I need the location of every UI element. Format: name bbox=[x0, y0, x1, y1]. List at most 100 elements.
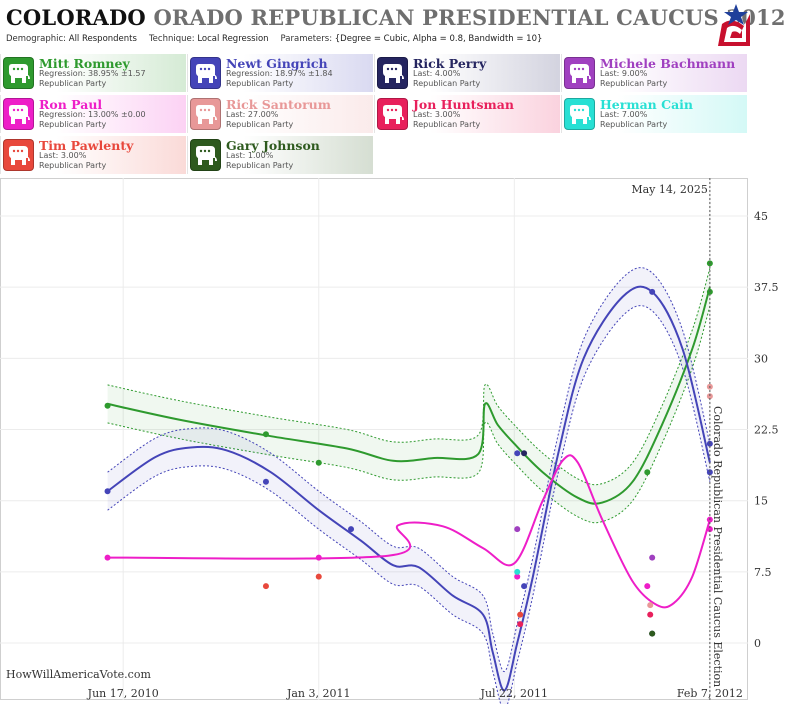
newt-gingrich-band-lower bbox=[107, 305, 711, 704]
y-tick-label: 30 bbox=[754, 352, 768, 365]
legend-card-ron-paul[interactable]: Ron Paul Regression: 13.00% ±0.00 Republic… bbox=[0, 95, 186, 133]
elephant-icon bbox=[3, 57, 34, 89]
plot-frame bbox=[0, 178, 748, 700]
newt-gingrich-data-point bbox=[521, 583, 528, 590]
axis-labels: 0 7.5 15 22.5 30 37.5 45 Jun 17, 2010 Jan 3, 201… bbox=[87, 210, 779, 700]
mitt-romney-regression-line bbox=[107, 286, 711, 505]
poll-chart: May 14, 2025 Colorado Republican Presiden… bbox=[0, 178, 779, 704]
mitt-romney-data-point bbox=[315, 459, 322, 466]
elephant-icon bbox=[190, 98, 221, 130]
ron-paul-data-point bbox=[104, 554, 111, 561]
gary-johnson-data-point bbox=[649, 630, 656, 637]
y-tick-label: 37.5 bbox=[754, 281, 779, 294]
candidate-party: Republican Party bbox=[226, 79, 294, 88]
y-tick-label: 22.5 bbox=[754, 424, 779, 437]
newt-gingrich-data-point bbox=[514, 450, 521, 457]
candidate-party: Republican Party bbox=[39, 120, 107, 129]
candidate-party: Republican Party bbox=[39, 161, 107, 170]
newt-gingrich-data-point bbox=[706, 469, 713, 476]
technique-label: Technique: bbox=[148, 34, 195, 44]
tim-pawlenty-data-point bbox=[262, 583, 269, 590]
candidate-name: Rick Santorum bbox=[226, 97, 331, 112]
candidate-stat: Regression: 38.95% ±1.57 bbox=[39, 69, 146, 78]
michele-bachmann-data-point bbox=[649, 554, 656, 561]
elephant-icon bbox=[377, 57, 408, 89]
newt-gingrich-band-upper bbox=[107, 267, 711, 673]
ron-paul-data-point bbox=[706, 526, 713, 533]
legend-card-newt-gingrich[interactable]: Newt Gingrich Regression: 18.97% ±1.84 Rep… bbox=[187, 54, 373, 92]
candidate-legend: Mitt Romney Regression: 38.95% ±1.57 Repub… bbox=[0, 54, 789, 176]
legend-card-herman-cain[interactable]: Herman Cain Last: 7.00% Republican Party bbox=[561, 95, 747, 133]
candidate-stat: Last: 9.00% bbox=[600, 69, 648, 78]
legend-card-gary-johnson[interactable]: Gary Johnson Last: 1.00% Republican Party bbox=[187, 136, 373, 174]
newt-gingrich-data-point bbox=[649, 288, 656, 295]
newt-gingrich-regression-line bbox=[107, 285, 711, 692]
newt-gingrich-data-point bbox=[262, 478, 269, 485]
legend-card-rick-santorum[interactable]: Rick Santorum Last: 27.00% Republican Part… bbox=[187, 95, 373, 133]
candidate-name: Herman Cain bbox=[600, 97, 693, 112]
x-tick-label: Feb 7, 2012 bbox=[677, 687, 743, 700]
candidate-stat: Last: 3.00% bbox=[413, 110, 461, 119]
x-tick-label: Jul 22, 2011 bbox=[480, 687, 549, 700]
mitt-romney-band-area bbox=[107, 268, 710, 523]
elephant-icon bbox=[564, 57, 595, 89]
regression-lines bbox=[107, 285, 711, 692]
candidate-stat: Regression: 13.00% ±0.00 bbox=[39, 110, 146, 119]
parameters-line: Demographic: All Respondents Technique: L… bbox=[6, 34, 542, 44]
y-tick-label: 45 bbox=[754, 210, 768, 223]
tim-pawlenty-data-point bbox=[315, 573, 322, 580]
technique-value: Local Regression bbox=[197, 34, 269, 44]
elephant-icon bbox=[377, 98, 408, 130]
rick-perry-data-point bbox=[521, 450, 528, 457]
legend-card-mitt-romney[interactable]: Mitt Romney Regression: 38.95% ±1.57 Repub… bbox=[0, 54, 186, 92]
candidate-name: Michele Bachmann bbox=[600, 56, 736, 71]
candidate-stat: Last: 7.00% bbox=[600, 110, 648, 119]
flag-logo-icon bbox=[718, 4, 750, 46]
chart-header: COLORADO ORADO REPUBLICAN PRESIDENTIAL C… bbox=[0, 0, 789, 50]
ron-paul-data-point bbox=[514, 573, 521, 580]
y-tick-label: 7.5 bbox=[754, 566, 772, 579]
candidate-stat: Last: 27.00% bbox=[226, 110, 279, 119]
candidate-party: Republican Party bbox=[226, 161, 294, 170]
candidate-name: Jon Huntsman bbox=[413, 97, 514, 112]
elephant-icon bbox=[3, 98, 34, 130]
candidate-party: Republican Party bbox=[39, 79, 107, 88]
newt-gingrich-data-point bbox=[104, 488, 111, 495]
legend-card-jon-huntsman[interactable]: Jon Huntsman Last: 3.00% Republican Party bbox=[374, 95, 560, 133]
event-label: Colorado Republican Presidential Caucus … bbox=[711, 406, 724, 687]
page-title: COLORADO ORADO REPUBLICAN PRESIDENTIAL C… bbox=[6, 5, 786, 30]
x-tick-label: Jun 17, 2010 bbox=[87, 687, 159, 700]
legend-card-michele-bachmann[interactable]: Michele Bachmann Last: 9.00% Republican Pa… bbox=[561, 54, 747, 92]
ron-paul-regression-line bbox=[107, 454, 711, 609]
y-tick-label: 15 bbox=[754, 495, 768, 508]
newt-gingrich-data-point bbox=[348, 526, 355, 533]
ron-paul-data-point bbox=[644, 583, 651, 590]
candidate-stat: Last: 4.00% bbox=[413, 69, 461, 78]
elephant-icon bbox=[190, 139, 221, 171]
candidate-name: Newt Gingrich bbox=[226, 56, 328, 71]
demographic-label: Demographic: bbox=[6, 34, 67, 44]
x-tick-label: Jan 3, 2011 bbox=[286, 687, 351, 700]
candidate-name: Rick Perry bbox=[413, 56, 487, 71]
jon-huntsman-data-point bbox=[647, 611, 654, 618]
y-tick-label: 0 bbox=[754, 637, 761, 650]
parameters-value: {Degree = Cubic, Alpha = 0.8, Bandwidth … bbox=[334, 34, 543, 44]
elephant-icon bbox=[3, 139, 34, 171]
elephant-icon bbox=[190, 57, 221, 89]
candidate-party: Republican Party bbox=[600, 120, 668, 129]
tim-pawlenty-data-point bbox=[517, 611, 524, 618]
candidate-stat: Regression: 18.97% ±1.84 bbox=[226, 69, 333, 78]
candidate-name: Ron Paul bbox=[39, 97, 103, 112]
candidate-stat: Last: 3.00% bbox=[39, 151, 87, 160]
mitt-romney-data-point bbox=[262, 431, 269, 438]
legend-card-rick-perry[interactable]: Rick Perry Last: 4.00% Republican Party bbox=[374, 54, 560, 92]
title-rest: ORADO REPUBLICAN PRESIDENTIAL CAUCUS 201… bbox=[153, 5, 786, 30]
date-label: May 14, 2025 bbox=[631, 183, 708, 196]
mitt-romney-data-point bbox=[644, 469, 651, 476]
jon-huntsman-data-point bbox=[517, 621, 524, 628]
grid-lines bbox=[0, 178, 748, 700]
legend-card-tim-pawlenty[interactable]: Tim Pawlenty Last: 3.00% Republican Party bbox=[0, 136, 186, 174]
rick-santorum-data-point bbox=[647, 602, 654, 609]
ron-paul-data-point bbox=[315, 554, 322, 561]
candidate-name: Tim Pawlenty bbox=[39, 138, 134, 153]
